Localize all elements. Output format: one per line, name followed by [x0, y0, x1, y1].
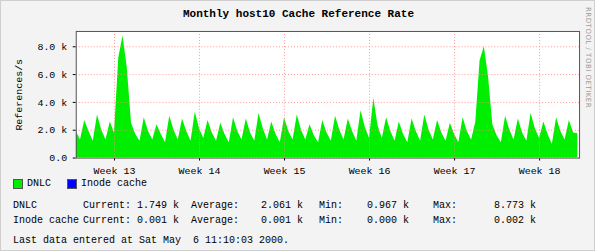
- svg-text:8.0 k: 8.0 k: [37, 42, 67, 53]
- html-text:Inode cache: Inode cache: [13, 215, 79, 226]
- svg-text:References/s: References/s: [14, 59, 25, 131]
- html-text:DNLC: DNLC: [13, 200, 37, 211]
- svg-text:6.0 k: 6.0 k: [37, 70, 67, 81]
- svg-text:Week 14: Week 14: [179, 166, 221, 175]
- html-text:DNLC: DNLC: [27, 178, 51, 189]
- html-text:2.061 k: 2.061 k: [261, 200, 303, 211]
- svg-text:Week 17: Week 17: [434, 166, 476, 175]
- html-text:Max:: Max:: [433, 200, 457, 211]
- html-text:Average:: Average:: [191, 200, 239, 211]
- html-text:Current:: Current:: [83, 215, 131, 226]
- html-text:Inode cache: Inode cache: [81, 178, 147, 189]
- html-text:Max:: Max:: [433, 215, 457, 226]
- html-text:RRDTOOL / TOBI OETIKER: RRDTOOL / TOBI OETIKER: [584, 7, 592, 109]
- svg-text:Week 13: Week 13: [94, 166, 136, 175]
- html-text:0.000 k: 0.000 k: [367, 215, 409, 226]
- svg-text:Week 15: Week 15: [264, 166, 306, 175]
- html-text:Current:: Current:: [83, 200, 131, 211]
- html-text:0.967 k: 0.967 k: [367, 200, 409, 211]
- svg-text:4.0 k: 4.0 k: [37, 98, 67, 109]
- html-text:8.773 k: 8.773 k: [494, 200, 536, 211]
- html-text:Monthly host10 Cache Reference: Monthly host10 Cache Reference Rate: [183, 8, 414, 20]
- html-text:0.002 k: 0.002 k: [494, 215, 536, 226]
- html-text:0.001 k: 0.001 k: [137, 215, 179, 226]
- svg-text:2.0 k: 2.0 k: [37, 125, 67, 136]
- html-text:Last data entered at Sat May 6: Last data entered at Sat May 6 11:10:03 …: [13, 235, 289, 246]
- svg-text:Week 16: Week 16: [349, 166, 391, 175]
- svg-text:0.0: 0.0: [49, 153, 67, 164]
- html-text:1.749 k: 1.749 k: [137, 200, 179, 211]
- html-text:Min:: Min:: [319, 215, 343, 226]
- html-text:Min:: Min:: [319, 200, 343, 211]
- html-text:Average:: Average:: [191, 215, 239, 226]
- svg-text:Week 18: Week 18: [519, 166, 561, 175]
- html-text:0.001 k: 0.001 k: [261, 215, 303, 226]
